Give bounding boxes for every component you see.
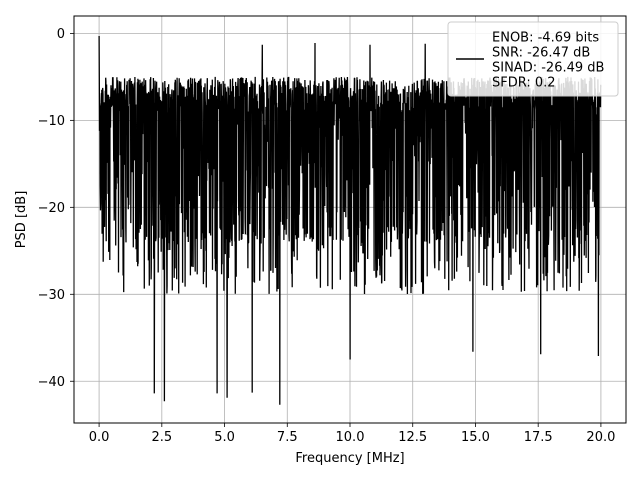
y-tick-label: −30 [38, 288, 65, 303]
x-axis: 0.0 2.5 5.0 7.5 10.0 12.5 15.0 17.5 20.0 [89, 423, 615, 445]
x-tick-label: 17.5 [524, 430, 553, 445]
x-tick-label: 7.5 [277, 430, 298, 445]
y-tick-label: 0 [57, 27, 65, 42]
legend-entry-0: ENOB: -4.69 bits [492, 31, 599, 46]
y-axis: 0 −10 −20 −30 −40 [38, 27, 74, 390]
legend-box [447, 21, 619, 97]
legend-entry-2: SINAD: -26.49 dB [492, 61, 604, 76]
x-tick-label: 5.0 [214, 430, 235, 445]
y-tick-label: −40 [38, 375, 65, 390]
x-axis-label: Frequency [MHz] [295, 451, 404, 466]
x-tick-label: 12.5 [398, 430, 427, 445]
x-tick-label: 15.0 [461, 430, 490, 445]
x-tick-label: 2.5 [151, 430, 172, 445]
legend-entry-1: SNR: -26.47 dB [492, 46, 590, 61]
legend-entry-3: SFDR: 0.2 [492, 76, 556, 91]
data-layer [98, 35, 602, 405]
series-line-0 [98, 35, 602, 405]
y-tick-label: −20 [38, 201, 65, 216]
y-axis-label: PSD [dB] [14, 191, 29, 249]
x-tick-label: 10.0 [336, 430, 365, 445]
x-tick-label: 20.0 [586, 430, 615, 445]
x-tick-label: 0.0 [89, 430, 110, 445]
y-tick-label: −10 [38, 114, 65, 129]
